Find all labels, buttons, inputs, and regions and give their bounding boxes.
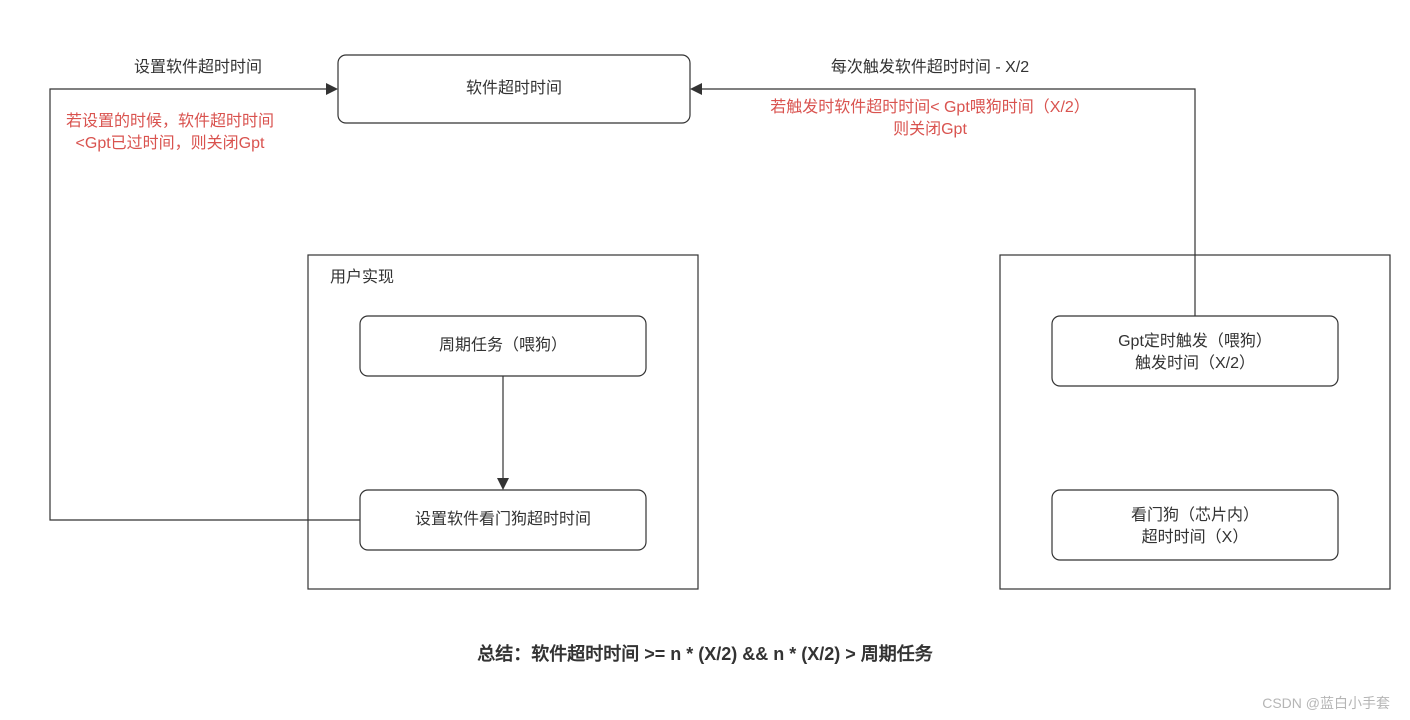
node-label-line2: 超时时间（X） (1142, 528, 1249, 546)
edge-label: 设置软件超时时间 (134, 58, 262, 76)
watermark-text: CSDN @蓝白小手套 (1262, 695, 1390, 711)
arrowhead-icon (326, 83, 338, 95)
node-label: 软件超时时间 (466, 79, 562, 97)
container-title: 用户实现 (330, 268, 394, 286)
node-box (1052, 490, 1338, 560)
flowchart-canvas: 软件超时时间 用户实现 周期任务（喂狗） 设置软件看门狗超时时间 Gpt定时触发… (0, 0, 1410, 720)
node-watchdog-chip: 看门狗（芯片内） 超时时间（X） (1052, 490, 1338, 560)
node-gpt-trigger: Gpt定时触发（喂狗） 触发时间（X/2） (1052, 316, 1338, 386)
node-label: 设置软件看门狗超时时间 (415, 510, 591, 528)
node-label: 周期任务（喂狗） (439, 336, 567, 354)
node-box (1052, 316, 1338, 386)
arrowhead-icon (497, 478, 509, 490)
arrowhead-icon (690, 83, 702, 95)
edge-label: 每次触发软件超时时间 - X/2 (831, 58, 1029, 76)
edge-set-to-top: 设置软件超时时间 若设置的时候，软件超时时间 <Gpt已过时间，则关闭Gpt (50, 58, 360, 520)
node-label-line1: Gpt定时触发（喂狗） (1118, 332, 1272, 350)
edge-line (50, 89, 360, 520)
edge-note-line2: <Gpt已过时间，则关闭Gpt (76, 134, 265, 152)
node-set-watchdog-timeout: 设置软件看门狗超时时间 (360, 490, 646, 550)
edge-task-to-set (497, 376, 509, 490)
edge-note-line1: 若设置的时候，软件超时时间 (66, 112, 274, 130)
node-periodic-task: 周期任务（喂狗） (360, 316, 646, 376)
node-software-timeout: 软件超时时间 (338, 55, 690, 123)
summary-text: 总结：软件超时时间 >= n * (X/2) && n * (X/2) > 周期… (477, 643, 934, 664)
node-label-line2: 触发时间（X/2） (1135, 354, 1255, 372)
node-label-line1: 看门狗（芯片内） (1131, 506, 1259, 524)
edge-note-line2: 则关闭Gpt (893, 120, 967, 138)
edge-gpt-to-top: 每次触发软件超时时间 - X/2 若触发时软件超时时间< Gpt喂狗时间（X/2… (690, 58, 1195, 316)
edge-note-line1: 若触发时软件超时时间< Gpt喂狗时间（X/2） (770, 98, 1090, 116)
